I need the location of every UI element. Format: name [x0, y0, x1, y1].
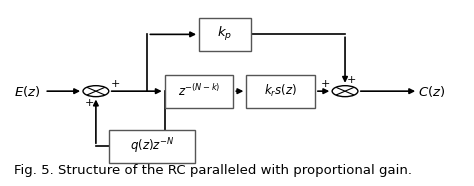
Text: +: +	[347, 75, 356, 85]
Text: +: +	[84, 99, 94, 108]
Text: +: +	[111, 79, 120, 89]
Text: $C(z)$: $C(z)$	[418, 84, 446, 99]
Text: $k_p$: $k_p$	[217, 25, 232, 43]
Text: $k_r s(z)$: $k_r s(z)$	[264, 83, 297, 99]
Circle shape	[332, 86, 358, 97]
Text: $q(z)z^{-N}$: $q(z)z^{-N}$	[129, 136, 174, 156]
FancyBboxPatch shape	[109, 130, 195, 163]
Text: $E(z)$: $E(z)$	[14, 84, 41, 99]
Text: $z^{-(N-k)}$: $z^{-(N-k)}$	[178, 83, 220, 99]
Text: +: +	[320, 79, 330, 89]
Text: Fig. 5. Structure of the RC paralleled with proportional gain.: Fig. 5. Structure of the RC paralleled w…	[14, 164, 412, 177]
FancyBboxPatch shape	[246, 75, 315, 108]
FancyBboxPatch shape	[164, 75, 233, 108]
Circle shape	[83, 86, 109, 97]
FancyBboxPatch shape	[199, 18, 251, 51]
